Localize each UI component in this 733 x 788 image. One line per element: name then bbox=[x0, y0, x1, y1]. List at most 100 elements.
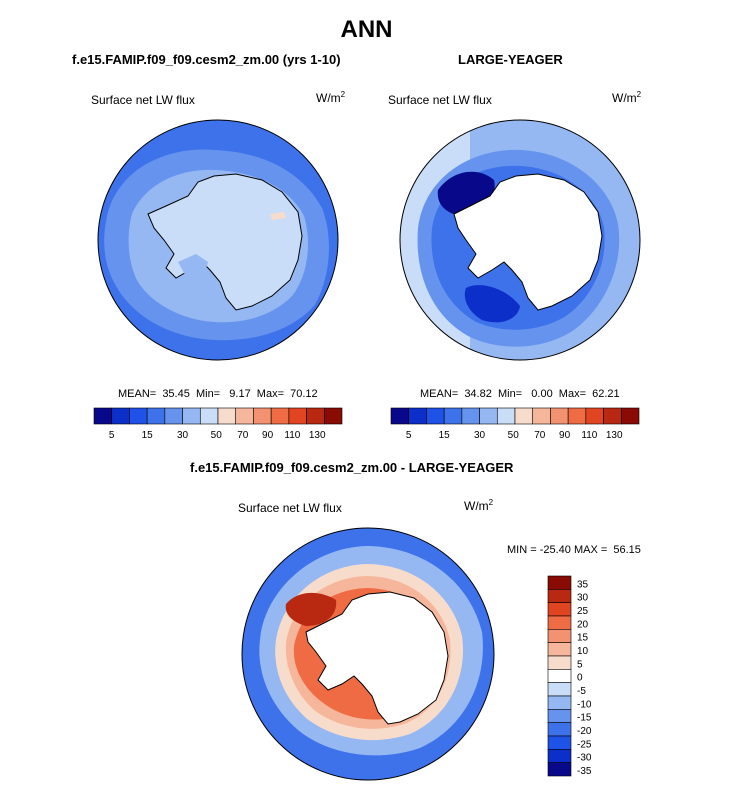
colorbar-3-tick-label: 20 bbox=[577, 619, 589, 630]
colorbar-3-cell bbox=[547, 762, 572, 777]
colorbar-3-tick-label: 5 bbox=[577, 659, 583, 670]
colorbar-2: 5 15 30 50 70 90 110 130 bbox=[390, 407, 640, 441]
colorbar-3-cell bbox=[547, 669, 572, 683]
colorbar-3-cell bbox=[547, 682, 572, 697]
panel3-stats: MIN = -25.40 MAX = 56.15 bbox=[507, 544, 641, 556]
colorbar-3-cell bbox=[547, 642, 572, 657]
panel2-units-label: W/m2 bbox=[612, 90, 642, 105]
map3-antarctica bbox=[305, 591, 449, 725]
colorbar-1-tick-label: 70 bbox=[237, 430, 249, 441]
colorbar-2-cell bbox=[567, 407, 587, 425]
colorbar-3-cell bbox=[547, 709, 572, 723]
map2-dark-south bbox=[464, 285, 520, 323]
colorbar-2-cell bbox=[390, 407, 410, 425]
map1-warm-spot bbox=[270, 212, 286, 220]
map1-outline bbox=[97, 119, 339, 361]
colorbar-2-cell bbox=[496, 407, 516, 425]
panel3-units-label: W/m2 bbox=[464, 498, 494, 513]
colorbar-3-cell bbox=[547, 615, 572, 630]
map2 bbox=[400, 120, 640, 360]
colorbar-1-cell bbox=[253, 407, 272, 425]
panel2-stats: MEAN= 34.82 Min= 0.00 Max= 62.21 bbox=[420, 388, 620, 400]
colorbar-2-cell bbox=[603, 407, 622, 425]
map3-outline bbox=[241, 527, 495, 781]
colorbar-1-cell bbox=[217, 407, 237, 425]
panel1-units-label: W/m2 bbox=[316, 90, 346, 105]
colorbar-1-cell bbox=[199, 407, 219, 425]
colorbar-1-tick-label: 15 bbox=[142, 430, 154, 441]
colorbar-1: 5 15 30 50 70 90 110 130 bbox=[93, 407, 343, 441]
colorbar-2-tick-label: 70 bbox=[534, 430, 546, 441]
colorbar-1-tick-label: 130 bbox=[309, 430, 326, 441]
colorbar-2-cell bbox=[461, 407, 480, 425]
colorbar-1-tick-label: 5 bbox=[109, 430, 115, 441]
map2-antarctica bbox=[453, 173, 603, 311]
colorbar-3-tick-label: -5 bbox=[577, 686, 586, 697]
page-title: ANN bbox=[340, 16, 393, 43]
colorbar-1-cell bbox=[93, 407, 113, 425]
colorbar-3-tick-label: 30 bbox=[577, 593, 589, 604]
colorbar-3-cell bbox=[547, 629, 572, 643]
colorbar-2-tick-label: 90 bbox=[559, 430, 571, 441]
colorbar-3-cell bbox=[547, 735, 572, 750]
colorbar-2-tick-label: 5 bbox=[406, 430, 412, 441]
panel1-variable-label: Surface net LW flux bbox=[91, 93, 195, 107]
colorbar-3: 35 30 25 20 15 10 5 0 -5 -10 -15 -20 -25 -30 -35 bbox=[547, 575, 592, 777]
map1-antarctica-fill bbox=[147, 173, 303, 311]
panel2-variable-label: Surface net LW flux bbox=[388, 93, 492, 107]
colorbar-2-cell bbox=[408, 407, 427, 425]
map1-warm-patch bbox=[178, 254, 208, 280]
colorbar-1-cell bbox=[111, 407, 130, 425]
colorbar-3-cell bbox=[547, 575, 572, 590]
colorbar-1-cell bbox=[129, 407, 148, 425]
panel3-title: f.e15.FAMIP.f09_f09.cesm2_zm.00 - LARGE-… bbox=[190, 460, 514, 475]
colorbar-1-cell bbox=[323, 407, 343, 425]
panel1-title: f.e15.FAMIP.f09_f09.cesm2_zm.00 (yrs 1-1… bbox=[72, 52, 341, 67]
colorbar-1-tick-label: 110 bbox=[284, 430, 300, 441]
colorbar-2-tick-label: 15 bbox=[439, 430, 451, 441]
colorbar-2-cell bbox=[585, 407, 604, 425]
colorbar-3-tick-label: 0 bbox=[577, 673, 583, 684]
colorbar-3-tick-label: 25 bbox=[577, 606, 589, 617]
colorbar-3-tick-label: -25 bbox=[577, 739, 592, 750]
colorbar-3-tick-label: 35 bbox=[577, 579, 589, 590]
colorbar-2-cell bbox=[426, 407, 445, 425]
map3 bbox=[242, 528, 494, 780]
panel2-title: LARGE-YEAGER bbox=[458, 52, 563, 67]
map3-hot-spot bbox=[285, 592, 337, 626]
colorbar-2-cell bbox=[620, 407, 640, 425]
colorbar-3-cell bbox=[547, 695, 572, 710]
colorbar-2-cell bbox=[479, 407, 498, 425]
colorbar-1-tick-label: 30 bbox=[177, 430, 189, 441]
colorbar-1-cell bbox=[306, 407, 325, 425]
colorbar-3-tick-label: -30 bbox=[577, 753, 592, 764]
colorbar-1-cell bbox=[182, 407, 201, 425]
colorbar-3-cell bbox=[547, 722, 572, 737]
colorbar-2-tick-label: 130 bbox=[606, 430, 623, 441]
colorbar-1-cell bbox=[146, 407, 166, 425]
colorbar-1-cell bbox=[288, 407, 307, 425]
colorbar-3-tick-label: -10 bbox=[577, 699, 592, 710]
colorbar-1-cell bbox=[164, 407, 183, 425]
panel1-stats: MEAN= 35.45 Min= 9.17 Max= 70.12 bbox=[118, 388, 318, 400]
colorbar-3-cell bbox=[547, 602, 572, 617]
colorbar-2-tick-label: 50 bbox=[508, 430, 520, 441]
colorbar-1-cell bbox=[235, 407, 254, 425]
map1 bbox=[98, 120, 338, 360]
colorbar-3-tick-label: 15 bbox=[577, 633, 589, 644]
colorbar-1-cell bbox=[270, 407, 290, 425]
colorbar-3-cell bbox=[547, 749, 572, 763]
colorbar-2-cell bbox=[514, 407, 534, 425]
colorbar-1-tick-label: 90 bbox=[262, 430, 274, 441]
colorbar-2-cell bbox=[443, 407, 463, 425]
colorbar-2-cell bbox=[532, 407, 551, 425]
colorbar-3-cell bbox=[547, 655, 572, 670]
colorbar-2-tick-label: 30 bbox=[474, 430, 486, 441]
colorbar-3-tick-label: -20 bbox=[577, 726, 592, 737]
colorbar-3-tick-label: -15 bbox=[577, 713, 592, 724]
map2-outline bbox=[399, 119, 641, 361]
colorbar-3-cell bbox=[547, 589, 572, 603]
colorbar-2-cell bbox=[550, 407, 569, 425]
panel3-variable-label: Surface net LW flux bbox=[238, 501, 342, 515]
